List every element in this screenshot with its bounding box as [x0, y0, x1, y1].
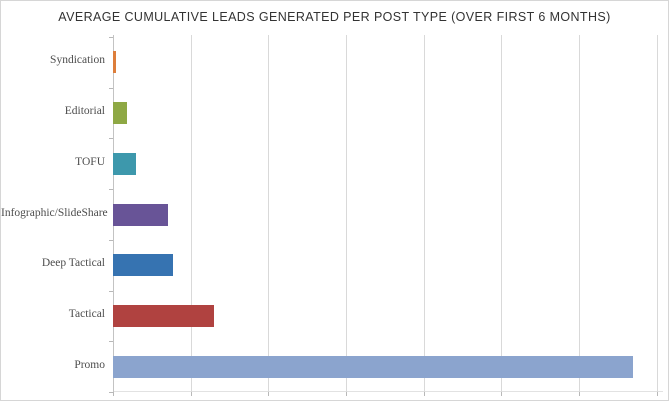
- x-axis-tick: [423, 392, 425, 396]
- bar-promo: [113, 355, 633, 378]
- bar-editorial: [113, 102, 127, 125]
- x-axis-line: [113, 391, 663, 392]
- y-axis-tick: [109, 341, 113, 343]
- category-label-column: Syndication Editorial TOFU Infographic/Slid…: [1, 37, 108, 392]
- y-axis-tick: [109, 239, 113, 241]
- bar-deep-tactical: [113, 254, 173, 277]
- plot-area: [109, 35, 663, 396]
- gridline: [268, 35, 270, 392]
- chart-title: AVERAGE CUMULATIVE LEADS GENERATED PER P…: [58, 10, 611, 24]
- category-label: Promo: [74, 358, 105, 371]
- x-axis-tick: [190, 392, 192, 396]
- category-label: TOFU: [75, 155, 105, 168]
- category-label: Infographic/SlideShare: [1, 206, 108, 219]
- x-axis-tick: [501, 392, 503, 396]
- category-label: Syndication: [50, 54, 105, 67]
- x-axis-tick: [268, 392, 270, 396]
- bar-syndication: [113, 51, 117, 74]
- gridline: [423, 35, 425, 392]
- category-label: Deep Tactical: [41, 257, 105, 270]
- y-axis-tick: [109, 87, 113, 89]
- gridline: [579, 35, 581, 392]
- category-label: Editorial: [64, 105, 105, 118]
- bar-infographic-slideshare: [113, 203, 169, 226]
- gridline: [190, 35, 192, 392]
- gridline: [501, 35, 503, 392]
- x-axis-tick: [579, 392, 581, 396]
- x-axis-tick: [656, 392, 658, 396]
- y-axis-tick: [109, 290, 113, 292]
- bar-tofu: [113, 152, 137, 175]
- y-axis-tick: [109, 189, 113, 191]
- y-axis-tick: [109, 37, 113, 38]
- x-axis-tick: [113, 392, 114, 396]
- y-axis-tick: [109, 392, 113, 393]
- gridline: [346, 35, 348, 392]
- x-axis-tick: [346, 392, 348, 396]
- bar-tactical: [113, 304, 214, 327]
- gridline: [656, 35, 658, 392]
- y-axis-tick: [109, 138, 113, 140]
- category-label: Tactical: [68, 307, 105, 320]
